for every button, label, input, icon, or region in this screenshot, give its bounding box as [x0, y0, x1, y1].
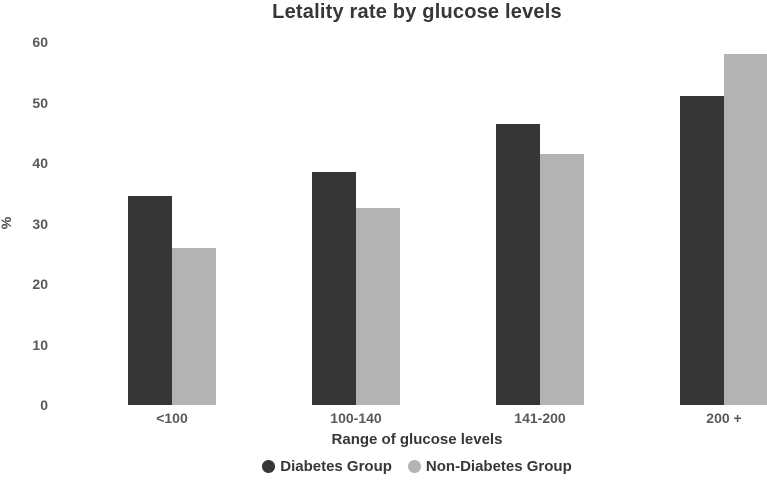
legend: Diabetes Group Non-Diabetes Group — [67, 458, 767, 475]
x-tick-label-141-200: 141-200 — [514, 410, 566, 426]
legend-marker-non-diabetes-icon — [407, 460, 421, 473]
bar-non-diabetes-group-100-140 — [356, 208, 400, 405]
legend-marker-diabetes-icon — [262, 460, 276, 473]
bar-diabetes-group-200- — [680, 96, 724, 405]
bar-non-diabetes-group--100 — [172, 247, 216, 405]
y-tick-label-50: 50 — [32, 94, 48, 111]
x-axis-label: Range of glucose levels — [331, 431, 503, 448]
x-tick-label-100-140: 100-140 — [330, 410, 382, 426]
y-tick-label-20: 20 — [32, 276, 48, 292]
y-tick-label-10: 10 — [32, 336, 48, 353]
x-tick-label--100: <100 — [156, 410, 188, 426]
bar-diabetes-group-141-200 — [496, 123, 540, 405]
legend-label-non-diabetes: Non-Diabetes Group — [425, 458, 572, 475]
y-tick-label-0: 0 — [40, 397, 48, 413]
legend-item-diabetes: Diabetes Group — [262, 458, 392, 475]
y-tick-label-60: 60 — [32, 34, 48, 50]
bar-non-diabetes-group-141-200 — [540, 153, 584, 405]
bar-diabetes-group-100-140 — [312, 172, 356, 405]
legend-item-non-diabetes: Non-Diabetes Group — [407, 458, 572, 475]
y-tick-label-30: 30 — [32, 215, 48, 232]
y-tick-label-40: 40 — [32, 155, 48, 171]
x-tick-label-200-: 200 + — [706, 410, 742, 426]
chart-title: Letality rate by glucose levels — [272, 1, 562, 23]
bar-non-diabetes-group-200- — [724, 54, 767, 405]
y-axis-label: % — [0, 193, 14, 253]
bar-diabetes-group--100 — [128, 196, 172, 405]
legend-label-diabetes: Diabetes Group — [280, 458, 392, 475]
